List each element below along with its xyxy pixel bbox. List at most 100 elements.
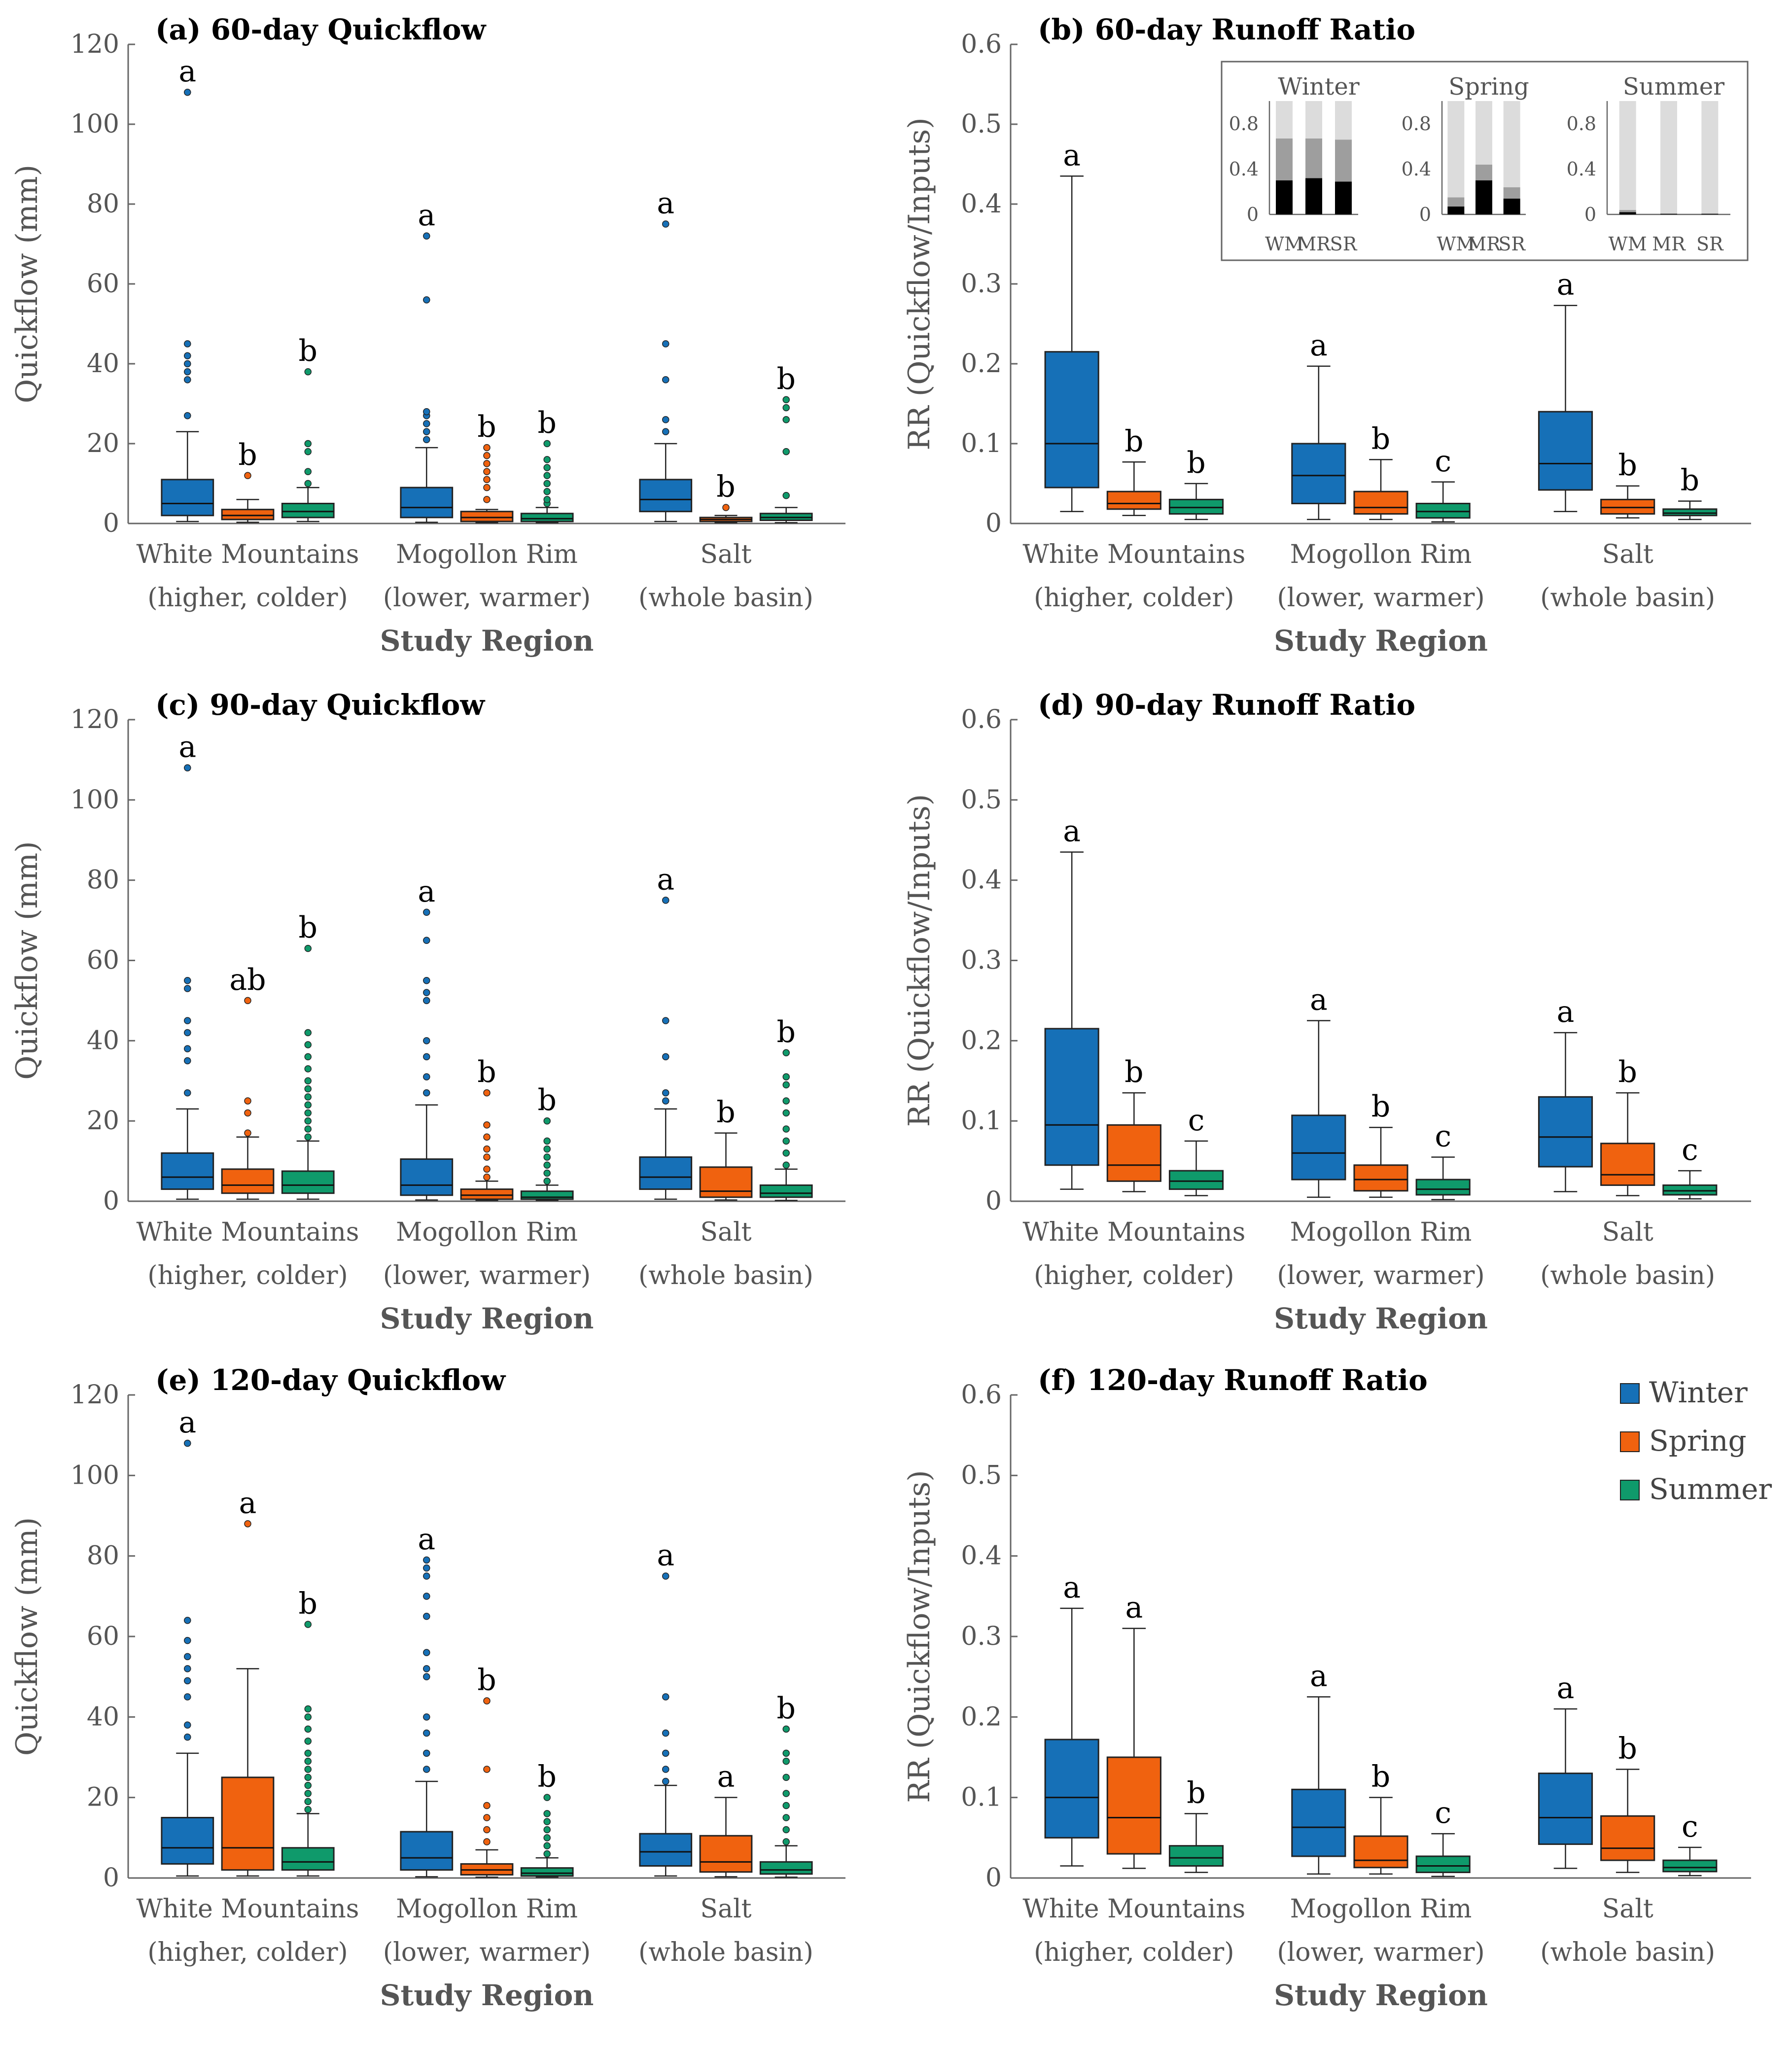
panel-title: (d) 90-day Runoff Ratio <box>1038 688 1415 722</box>
outlier-point <box>423 1649 430 1656</box>
box-summer: c <box>1662 1133 1718 1200</box>
y-axis-title: Quickflow (mm) <box>10 1517 44 1756</box>
outlier-point <box>184 1636 191 1644</box>
outlier-point <box>304 1077 312 1084</box>
significance-letter: a <box>1125 1591 1143 1625</box>
box-summer: b <box>281 1587 335 1877</box>
outlier-point <box>304 1085 312 1093</box>
outlier-point <box>483 496 491 503</box>
outlier-point <box>244 1129 251 1137</box>
significance-letter: b <box>1618 1732 1637 1766</box>
y-tick-label: 20 <box>87 429 119 458</box>
outlier-point <box>483 1173 491 1181</box>
inset-bar-segment-light <box>1619 101 1636 210</box>
significance-letter: c <box>1435 444 1451 479</box>
box-iqr <box>1538 411 1593 491</box>
inset-bar-segment-dark <box>1305 138 1322 178</box>
y-tick-label: 0.6 <box>961 1380 1002 1410</box>
outlier-point <box>244 1520 251 1528</box>
significance-letter: a <box>1557 995 1575 1029</box>
x-category-sublabel: (higher, colder) <box>1034 1938 1234 1967</box>
inset-bar-segment-black <box>1276 180 1293 214</box>
box-iqr <box>1291 1114 1346 1181</box>
significance-letter: a <box>1063 814 1081 849</box>
outlier-point <box>304 1621 312 1628</box>
x-category-sublabel: (higher, colder) <box>147 583 348 613</box>
outlier-point <box>543 1794 551 1801</box>
outlier-point <box>543 472 551 480</box>
y-tick-label: 120 <box>70 705 119 734</box>
x-category-label: White Mountains <box>1022 1894 1245 1924</box>
x-category-label: Mogollon Rim <box>396 1217 578 1247</box>
outlier-point <box>304 1766 312 1773</box>
inset-panel-title: Summer <box>1623 73 1724 101</box>
box-spring: b <box>1106 1055 1161 1192</box>
significance-letter: b <box>1124 424 1143 458</box>
outlier-point <box>662 428 669 435</box>
outlier-point <box>483 1153 491 1161</box>
significance-letter: a <box>657 1538 674 1573</box>
box-spring: a <box>699 1760 753 1878</box>
significance-letter: a <box>418 874 435 909</box>
panel-f: 0 0.1 0.2 0.3 0.4 0.5 0.6 RR (Quickflow/Inputs)… <box>902 1363 1751 2012</box>
box-iqr <box>281 503 335 519</box>
outlier-point <box>662 416 669 423</box>
x-category-sublabel: (whole basin) <box>638 1938 813 1967</box>
outlier-point <box>244 1109 251 1117</box>
outlier-point <box>184 1045 191 1052</box>
box-summer: c <box>1415 444 1471 523</box>
x-category-sublabel: (whole basin) <box>638 1261 813 1290</box>
inset-chart: 00.40.8WinterWMMRSR00.40.8SpringWMMRSR00… <box>1221 61 1749 261</box>
x-category-label: White Mountains <box>136 540 359 569</box>
outlier-point <box>304 1133 312 1141</box>
box-iqr <box>400 1158 454 1196</box>
y-tick-label: 0.1 <box>961 429 1002 458</box>
inset-bar-segment-dark <box>1503 187 1520 199</box>
inset-bar-segment-light <box>1276 101 1293 139</box>
box-winter: a <box>1044 1570 1099 1867</box>
x-axis-title: Study Region <box>1274 1302 1488 1335</box>
outlier-point <box>423 1729 430 1737</box>
outlier-point <box>423 296 430 304</box>
outlier-point <box>304 1781 312 1789</box>
box-iqr <box>1662 1859 1718 1873</box>
box-spring: a <box>221 1486 275 1877</box>
outlier-point <box>543 1834 551 1842</box>
significance-letter: a <box>1310 328 1328 363</box>
significance-letter: b <box>1371 421 1390 456</box>
box-iqr <box>1538 1096 1593 1168</box>
outlier-point <box>184 1057 191 1065</box>
box-winter: a <box>639 186 693 522</box>
inset-bar-segment-black <box>1503 198 1520 214</box>
outlier-point <box>543 440 551 448</box>
outlier-point <box>782 492 790 499</box>
significance-letter: b <box>477 1055 496 1089</box>
panel-title: (e) 120-day Quickflow <box>155 1363 506 1397</box>
outlier-point <box>304 1125 312 1133</box>
box-winter: a <box>1044 814 1099 1190</box>
inset-bar-segment-dark <box>1335 139 1352 182</box>
y-tick-label: 40 <box>87 1026 119 1055</box>
inset-category-label: WM <box>1265 233 1303 255</box>
outlier-point <box>483 1802 491 1809</box>
outlier-point <box>662 1053 669 1061</box>
box-iqr <box>1291 1788 1346 1857</box>
box-summer: c <box>1662 1809 1718 1877</box>
significance-letter: b <box>538 406 557 440</box>
outlier-point <box>423 1037 430 1044</box>
outlier-point <box>662 1017 669 1024</box>
outlier-point <box>423 408 430 416</box>
outlier-point <box>782 1049 790 1057</box>
outlier-point <box>184 1693 191 1701</box>
outlier-point <box>184 1653 191 1661</box>
box-iqr <box>460 1188 514 1200</box>
x-category-sublabel: (lower, warmer) <box>1277 1938 1484 1967</box>
outlier-point <box>423 1713 430 1721</box>
outlier-point <box>782 1774 790 1781</box>
y-tick-label: 0 <box>985 1186 1002 1216</box>
box-iqr <box>1044 1028 1099 1166</box>
outlier-point <box>483 1089 491 1097</box>
box-summer: b <box>520 1760 574 1878</box>
y-tick-label: 0.4 <box>961 1541 1002 1571</box>
box-iqr <box>520 1190 574 1200</box>
